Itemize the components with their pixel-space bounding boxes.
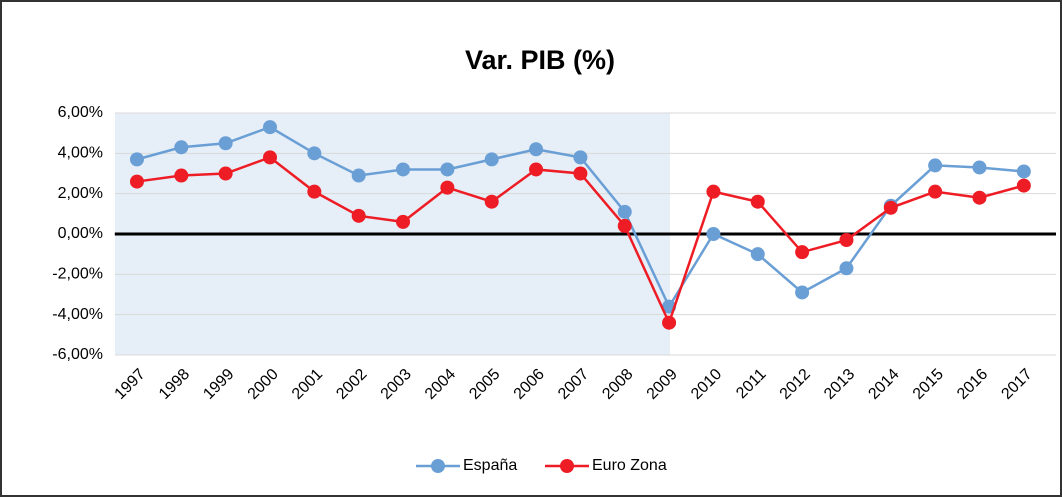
data-point — [706, 227, 721, 241]
data-point — [795, 245, 810, 260]
legend-label: Euro Zona — [592, 457, 667, 474]
data-point — [529, 162, 544, 177]
data-point — [263, 150, 277, 165]
data-point — [484, 194, 499, 209]
data-point — [839, 233, 854, 248]
data-point — [396, 162, 411, 177]
data-point — [972, 160, 987, 175]
legend-label: España — [463, 457, 517, 474]
data-point — [839, 261, 854, 276]
y-tick-label: -2,00% — [52, 266, 103, 283]
data-point — [218, 166, 233, 181]
data-point — [307, 146, 322, 161]
y-tick-label: 4,00% — [58, 145, 103, 162]
data-point — [129, 174, 144, 189]
data-point — [484, 152, 499, 167]
data-point — [174, 168, 189, 183]
data-point — [573, 166, 588, 181]
data-point — [972, 190, 987, 205]
legend-swatch-marker — [560, 459, 574, 473]
data-point — [263, 120, 277, 135]
data-point — [750, 194, 765, 209]
data-point — [218, 136, 233, 151]
y-tick-label: 0,00% — [58, 225, 103, 242]
data-point — [706, 184, 721, 199]
data-point — [928, 184, 943, 199]
y-tick-label: 2,00% — [58, 185, 103, 202]
data-point — [617, 218, 632, 233]
data-point — [396, 214, 411, 229]
data-point — [795, 285, 810, 300]
data-point — [351, 168, 366, 183]
data-point — [351, 208, 366, 223]
y-tick-label: 6,00% — [58, 104, 103, 121]
data-point — [174, 140, 189, 155]
data-point — [1016, 178, 1031, 193]
data-point — [1016, 164, 1031, 179]
data-point — [750, 247, 765, 262]
y-tick-label: -6,00% — [52, 346, 103, 363]
legend-swatch-marker — [431, 459, 445, 473]
data-point — [573, 150, 588, 165]
data-point — [529, 142, 544, 157]
data-point — [883, 200, 898, 215]
data-point — [440, 180, 455, 195]
data-point — [617, 204, 632, 219]
y-tick-label: -4,00% — [52, 306, 103, 323]
chart-title: Var. PIB (%) — [465, 45, 615, 75]
data-point — [440, 162, 455, 177]
data-point — [307, 184, 322, 199]
data-point — [928, 158, 943, 173]
data-point — [662, 315, 677, 330]
data-point — [129, 152, 144, 167]
